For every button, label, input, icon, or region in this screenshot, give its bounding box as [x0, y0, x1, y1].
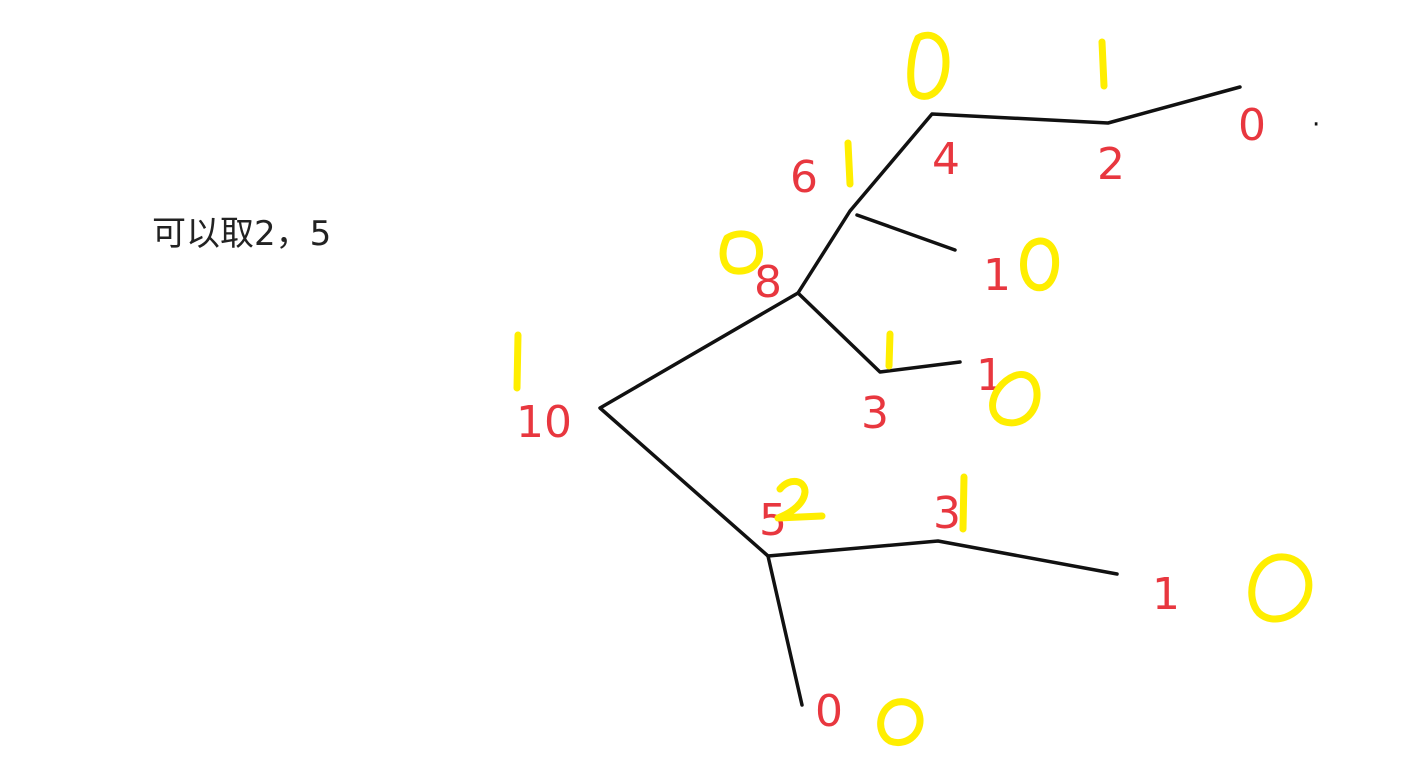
node-label-0-top: 0 [1238, 100, 1266, 151]
node-label-0-bottom: 0 [815, 686, 843, 737]
note-text: 可以取2，5 [152, 214, 332, 254]
mark-zero-top [907, 31, 950, 100]
mark-zero-near-8 [719, 230, 764, 275]
mark-one-top-right [1098, 38, 1108, 90]
node-label-4: 4 [932, 134, 960, 185]
mark-one-near-3-lower [959, 473, 968, 533]
node-label-2: 2 [1097, 139, 1125, 190]
edge-branch-0 [766, 554, 804, 707]
mark-zero-bottom [877, 698, 924, 746]
node-label-1-middle: 1 [976, 350, 1004, 401]
tree-edges [598, 85, 1242, 707]
yellow-annotations [513, 31, 1313, 746]
edge-branch-3 [796, 291, 962, 374]
mark-two-near-5 [774, 478, 826, 522]
mark-one-near-6 [844, 139, 854, 188]
mark-zero-upper-right [1020, 237, 1060, 292]
mark-zero-lower-right [1248, 553, 1313, 623]
mark-one-left [513, 331, 522, 392]
node-label-3-middle: 3 [861, 388, 889, 439]
mark-one-near-3 [885, 330, 894, 370]
mark-zero-middle-right [989, 371, 1041, 427]
node-label-6: 6 [790, 152, 818, 203]
node-label-3-lower: 3 [933, 488, 961, 539]
stray-dot: · [1312, 110, 1320, 140]
edge-upper-branch [598, 85, 1242, 576]
node-label-10: 10 [516, 397, 572, 448]
node-labels: 0 4 2 6 1 8 3 1 10 5 3 1 0 [516, 100, 1266, 737]
edge-branch-1a [855, 213, 957, 252]
node-label-1-lower: 1 [1152, 569, 1180, 620]
node-label-1-upper: 1 [983, 250, 1011, 301]
